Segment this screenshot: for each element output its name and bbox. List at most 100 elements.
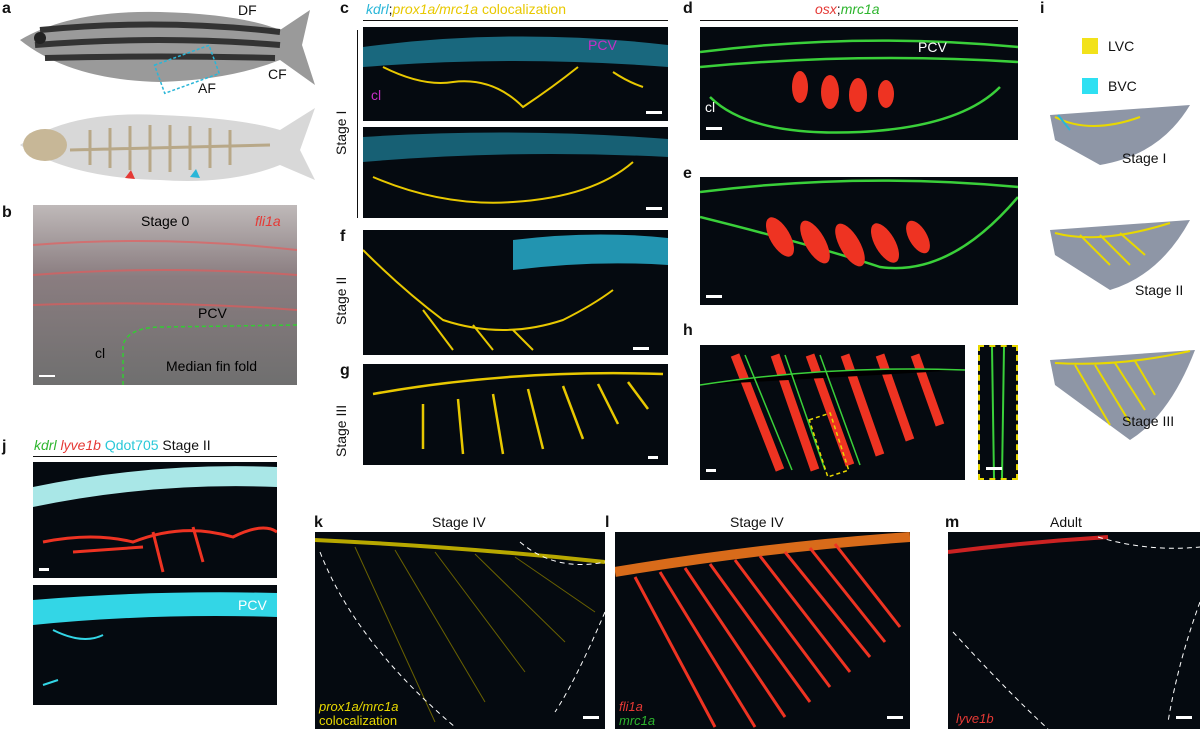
image-c1: PCV cl xyxy=(363,27,668,121)
panel-letter: d xyxy=(683,0,693,17)
separator: ; xyxy=(836,1,841,17)
stage-label: Stage II xyxy=(1135,282,1184,298)
stage-label: Stage 0 xyxy=(141,213,190,229)
header-text: colocalization xyxy=(481,1,566,17)
image-g xyxy=(363,364,668,465)
image-j1 xyxy=(33,462,277,578)
panel-title: Adult xyxy=(1050,514,1082,530)
vessel-overlay xyxy=(615,532,910,728)
image-b: Stage 0 fli1a PCV cl Median fin fold xyxy=(33,205,297,385)
scale-bar xyxy=(706,127,722,130)
image-c2 xyxy=(363,127,668,218)
vessel-overlay xyxy=(948,535,1200,729)
vessel-overlay xyxy=(363,36,668,109)
scale-bar xyxy=(986,467,1002,470)
fin-schematics xyxy=(1050,105,1195,440)
vessel-overlay xyxy=(700,353,965,478)
panel-title: Stage IV xyxy=(432,514,486,530)
panel-letter: a xyxy=(2,0,11,17)
vessel-overlay xyxy=(33,240,297,385)
image-f xyxy=(363,230,668,355)
region-label: Median fin fold xyxy=(166,358,258,374)
image-h xyxy=(700,345,965,480)
scale-bar xyxy=(39,568,49,571)
header-rule xyxy=(700,20,1018,21)
pcv-label: PCV xyxy=(918,39,947,55)
panel-header: kdrl lyve1b Qdot705 Stage II xyxy=(34,437,211,453)
stage-bracket xyxy=(357,30,358,218)
vessel-overlay xyxy=(363,132,668,204)
vessel-overlay xyxy=(700,39,1018,134)
vessel-overlay xyxy=(991,347,1005,478)
label-df: DF xyxy=(238,2,257,18)
stage-label: Stage II xyxy=(333,276,349,325)
scale-bar xyxy=(583,716,599,719)
gene-label: fli1a xyxy=(255,213,281,229)
vessel-overlay xyxy=(33,592,277,686)
legend-label: BVC xyxy=(1108,78,1137,94)
pcv-label: PCV xyxy=(198,305,227,321)
label-af: AF xyxy=(198,80,216,96)
scale-bar xyxy=(648,456,658,459)
tracer-label: Qdot705 xyxy=(104,437,159,453)
legend-swatch xyxy=(1082,78,1098,94)
vessel-overlay xyxy=(33,466,277,573)
scale-bar xyxy=(633,347,649,350)
vessel-overlay xyxy=(363,234,668,351)
panel-letter: g xyxy=(340,362,350,379)
image-d: PCV cl xyxy=(700,27,1018,140)
cl-label: cl xyxy=(371,87,382,103)
image-l: fli1a mrc1a xyxy=(615,532,910,729)
gene-label: fli1a xyxy=(619,699,643,714)
stage-label: Stage I xyxy=(333,110,349,155)
scale-bar xyxy=(39,375,55,377)
image-k: prox1a/mrc1a colocalization xyxy=(315,532,605,729)
header-rule xyxy=(363,20,668,21)
panel-letter: l xyxy=(605,514,610,531)
gene-label: prox1a/mrc1a xyxy=(319,699,399,714)
gene-label: mrc1a xyxy=(619,713,656,728)
scale-bar xyxy=(646,207,662,210)
gene-label: kdrl xyxy=(366,1,389,17)
vessel-overlay xyxy=(372,371,664,455)
separator: ; xyxy=(388,1,393,17)
stage-label: Stage III xyxy=(1122,413,1175,429)
panel-letter: e xyxy=(683,165,692,182)
legend-label: LVC xyxy=(1108,38,1135,54)
scale-bar xyxy=(1176,716,1192,719)
image-j2: PCV xyxy=(33,585,277,705)
pcv-label: PCV xyxy=(588,37,617,53)
gene-label: lyve1b xyxy=(60,437,101,453)
stage-label: Stage III xyxy=(333,404,349,457)
panel-letter: k xyxy=(314,514,323,531)
panel-letter: f xyxy=(340,228,346,245)
image-h-inset xyxy=(978,345,1018,480)
panel-letter: j xyxy=(2,438,7,455)
pcv-label: PCV xyxy=(238,597,267,613)
panel-letter: m xyxy=(945,514,960,531)
gene-label: prox1a/mrc1a xyxy=(392,1,479,17)
vessel-overlay xyxy=(315,538,605,728)
image-e xyxy=(700,177,1018,305)
fish-illustrations xyxy=(20,10,315,181)
cl-label: cl xyxy=(95,345,106,361)
panel-letter: b xyxy=(2,204,12,221)
scale-bar xyxy=(646,111,662,114)
cl-label: cl xyxy=(705,99,716,115)
label-cf: CF xyxy=(268,66,287,82)
stage-label: Stage II xyxy=(162,437,211,453)
panel-letter: h xyxy=(683,322,693,339)
caption-text: colocalization xyxy=(319,713,398,728)
panel-header: osx;mrc1a xyxy=(815,1,880,17)
image-m: lyve1b xyxy=(948,532,1200,729)
panel-title: Stage IV xyxy=(730,514,784,530)
scale-bar xyxy=(887,716,903,719)
legend-swatch xyxy=(1082,38,1098,54)
gene-label: lyve1b xyxy=(956,711,994,726)
gene-label: kdrl xyxy=(34,437,57,453)
scale-bar xyxy=(706,295,722,298)
caption: prox1a/mrc1a colocalization xyxy=(319,700,398,728)
panel-header: kdrl;prox1a/mrc1a colocalization xyxy=(366,1,566,17)
